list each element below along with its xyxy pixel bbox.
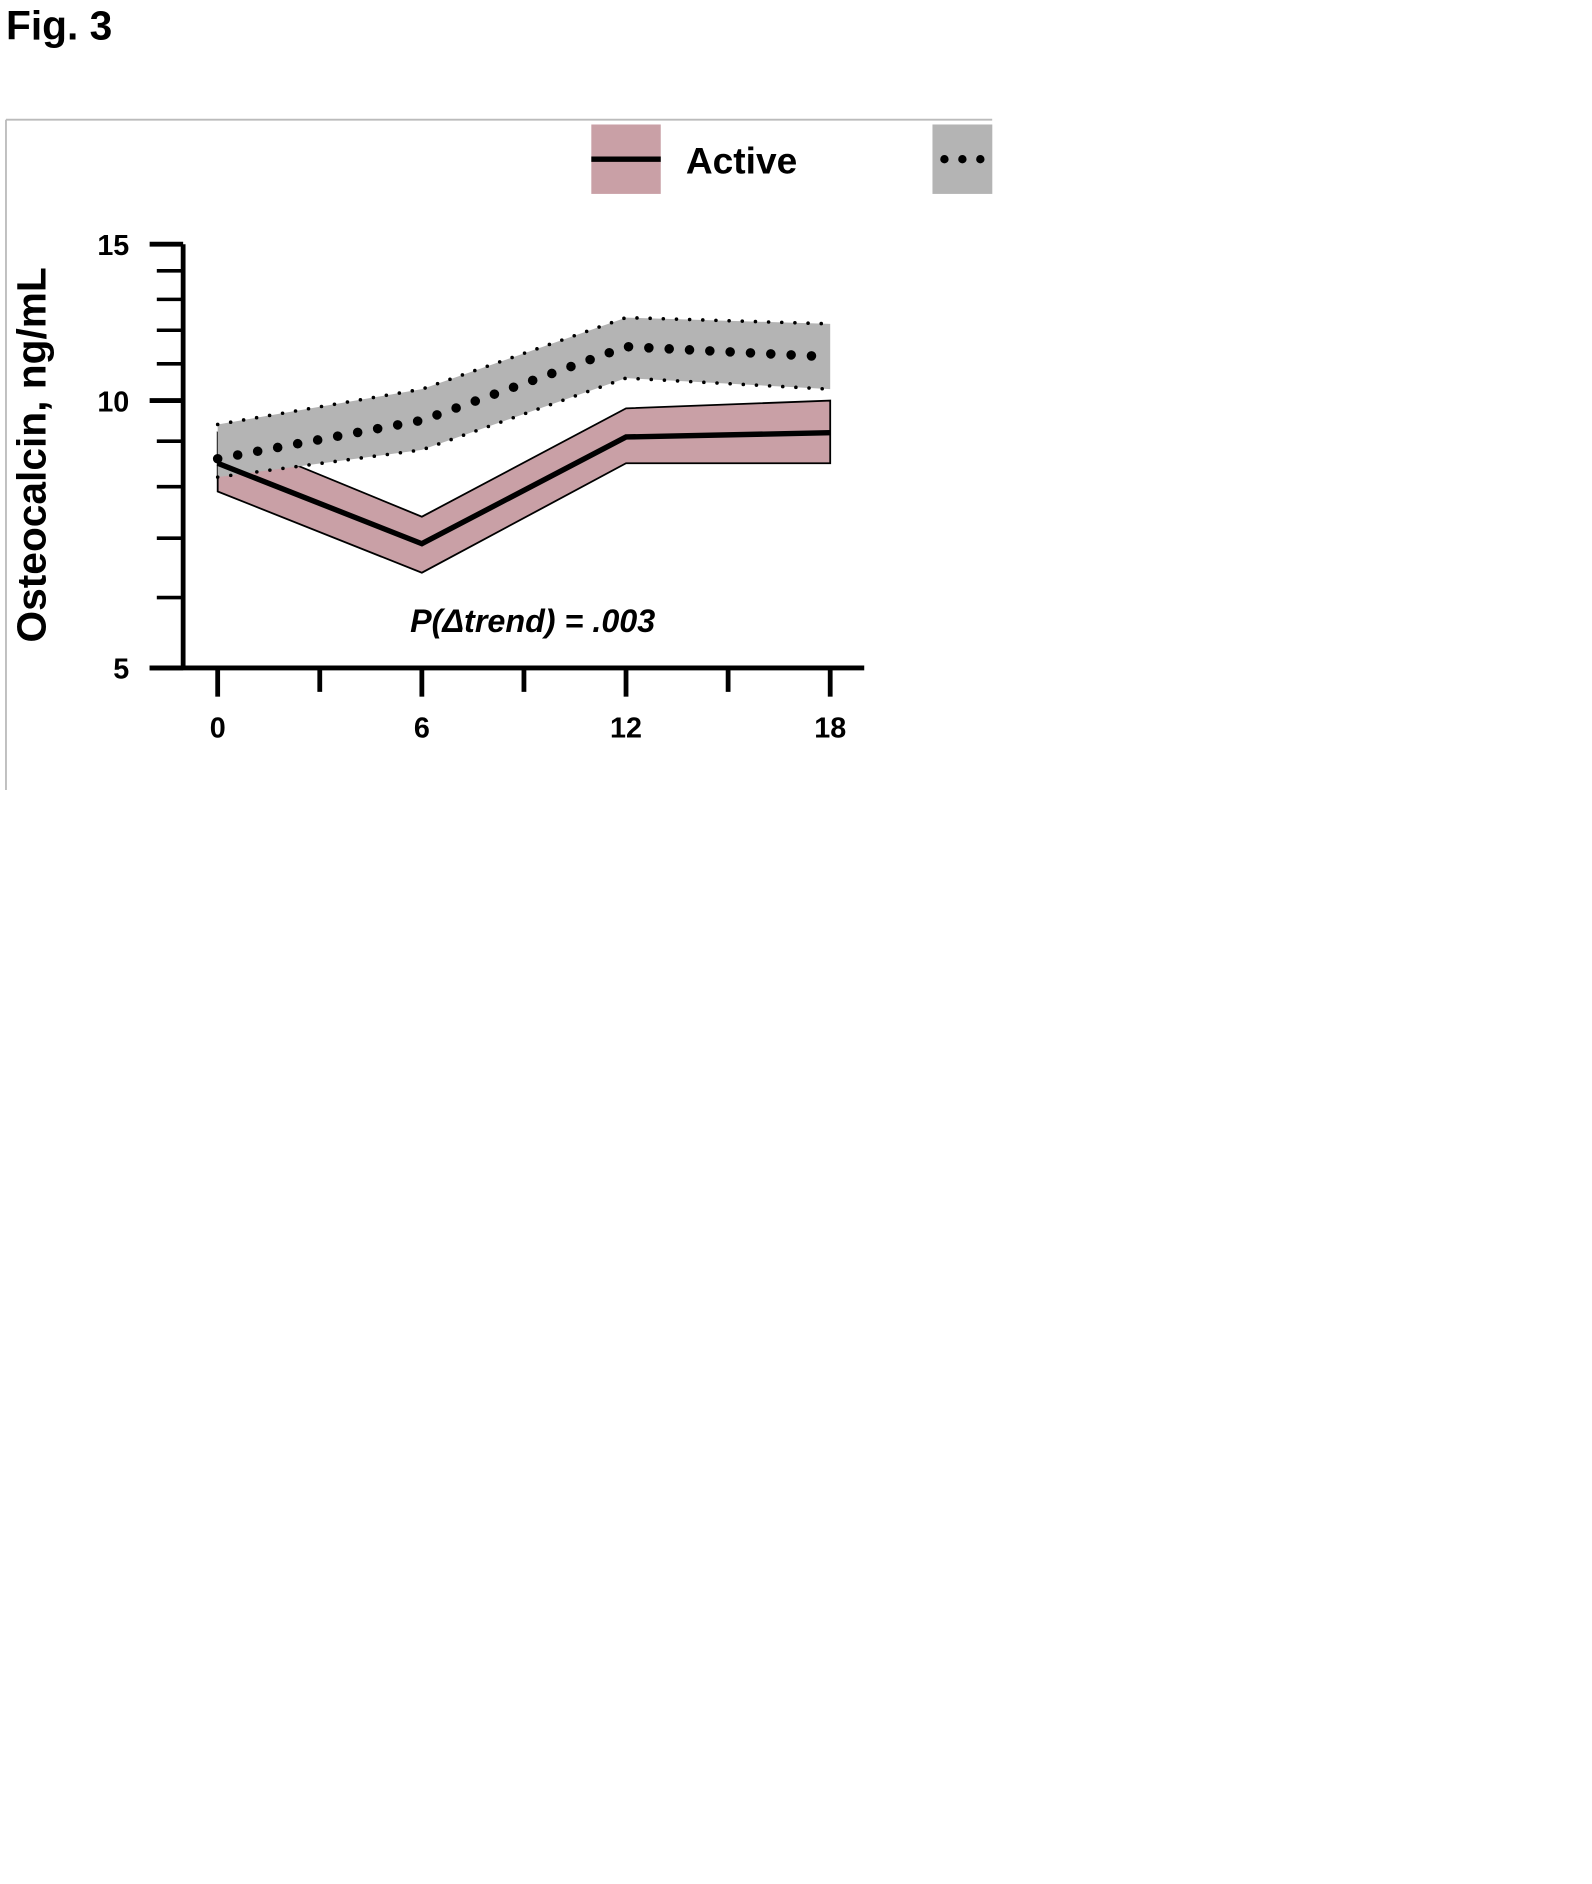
- figure-label: Fig. 3: [6, 3, 112, 49]
- error-band: [216, 399, 832, 574]
- line: [212, 341, 835, 464]
- error-band: [217, 317, 831, 478]
- annotation: P(Δtrend) = .003: [410, 603, 655, 639]
- band-edge: [215, 315, 833, 427]
- y-tick-label: 10: [97, 386, 129, 418]
- x-tick-label: 6: [414, 712, 430, 744]
- line: [216, 430, 831, 547]
- y-tick-label: 5: [113, 654, 129, 686]
- x-tick-label: 0: [210, 712, 226, 744]
- legend-label: Active: [686, 140, 797, 182]
- x-tick-label: 18: [814, 712, 846, 744]
- y-axis-label: Osteocalcin, ng/mL: [8, 267, 54, 642]
- x-tick-label: 12: [610, 712, 642, 744]
- y-tick-label: 15: [97, 230, 129, 262]
